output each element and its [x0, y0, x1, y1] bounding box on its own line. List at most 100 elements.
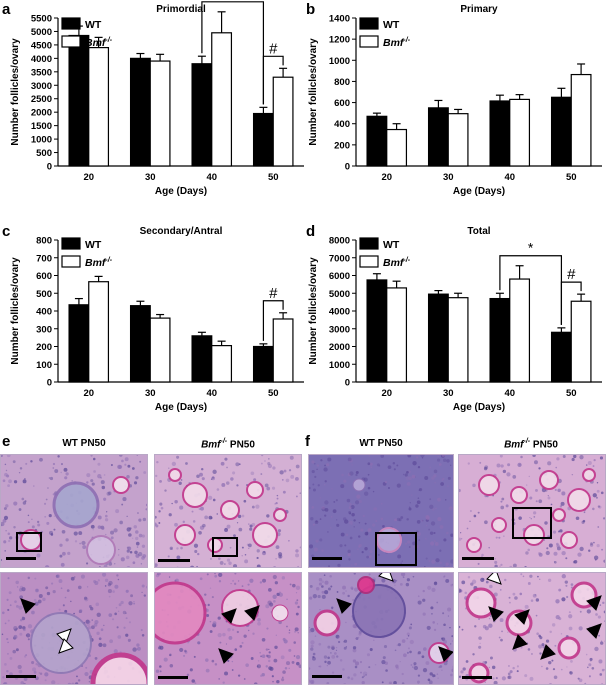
y-tick-label: 200: [36, 342, 52, 353]
panel-letter-c: c: [2, 223, 10, 240]
y-tick-label: 4500: [31, 40, 52, 51]
x-tick-label: 40: [206, 172, 217, 183]
legend-swatch: [359, 17, 379, 30]
x-tick-label: 50: [566, 388, 577, 399]
histo-title-e-wt: WT PN50: [62, 438, 106, 449]
bar: [211, 345, 233, 383]
y-tick-label: 600: [36, 271, 52, 282]
bar: [386, 287, 408, 383]
bar: [489, 100, 511, 167]
x-axis-label: Age (Days): [453, 186, 505, 197]
bar: [88, 46, 110, 167]
y-tick-label: 2500: [31, 94, 52, 105]
scalebar-e-wt-zoom: [6, 675, 36, 678]
histo-e-wt-overview: [0, 454, 148, 568]
legend-label: Bmf-/-: [383, 257, 411, 269]
y-tick-label: 5500: [31, 14, 52, 25]
y-axis-label: Number follicles/ovary: [308, 257, 319, 365]
histo-f-wt-overview-texture: [309, 455, 453, 567]
chart-title: Secondary/Antral: [140, 226, 223, 237]
histo-e-wt-zoom: [0, 572, 148, 685]
bar: [366, 279, 388, 383]
histo-e-wt-zoom-texture: [1, 573, 147, 684]
bar: [129, 57, 151, 167]
y-tick-label: 800: [334, 77, 350, 88]
scalebar-e-bmf: [158, 559, 190, 562]
x-tick-label: 50: [566, 172, 577, 183]
chart-title: Primary: [460, 4, 498, 15]
histo-f-bmf-zoom-texture: [459, 573, 605, 684]
bar: [129, 305, 151, 383]
y-tick-label: 8000: [329, 236, 350, 247]
panel-letter-d: d: [306, 223, 315, 240]
x-tick-label: 30: [145, 388, 156, 399]
bar: [252, 345, 274, 383]
legend-swatch: [61, 237, 81, 250]
histo-e-bmf-zoom: [154, 572, 302, 685]
zoom-box-f-wt: [375, 532, 417, 566]
chart-title: Total: [467, 226, 490, 237]
y-tick-label: 1500: [31, 121, 52, 132]
legend-swatch: [61, 17, 81, 30]
y-tick-label: 5000: [31, 27, 52, 38]
bar: [427, 293, 449, 383]
legend-swatch: [61, 255, 81, 268]
panel-letter-a: a: [2, 1, 11, 18]
histo-e-wt-overview-texture: [1, 455, 147, 567]
significance-bracket: [262, 300, 284, 341]
panel-letter-e: e: [2, 433, 11, 450]
y-tick-label: 500: [36, 148, 52, 159]
significance-mark: *: [528, 240, 534, 256]
y-axis-label: Number follicles/ovary: [10, 38, 21, 146]
y-tick-label: 0: [47, 162, 52, 173]
x-axis-label: Age (Days): [155, 402, 207, 413]
chart-b: b Primary 0 200 400 600 800 1000 1200 1400 Number …: [306, 1, 602, 197]
zoom-box-f-bmf: [512, 507, 552, 539]
legend-label: WT: [383, 239, 400, 251]
bar: [68, 304, 90, 383]
y-tick-label: 200: [334, 140, 350, 151]
x-tick-label: 20: [381, 388, 392, 399]
x-tick-label: 30: [443, 388, 454, 399]
significance-mark: #: [269, 40, 278, 57]
bar: [68, 34, 90, 167]
y-tick-label: 3000: [329, 324, 350, 335]
y-tick-label: 6000: [329, 271, 350, 282]
bar: [509, 98, 531, 167]
bar: [272, 76, 294, 167]
y-tick-label: 0: [345, 378, 350, 389]
y-tick-label: 2000: [31, 108, 52, 119]
histo-f-bmf-overview-texture: [459, 455, 605, 567]
y-tick-label: 100: [36, 360, 52, 371]
legend-label: WT: [383, 19, 400, 31]
scalebar-e-wt: [6, 557, 36, 560]
significance-bracket: [201, 1, 265, 105]
significance-mark: *: [230, 0, 236, 2]
bar: [191, 335, 213, 383]
y-tick-label: 1000: [329, 56, 350, 67]
chart-a: a Primordial 0 500 1000 1500 2000 2500 3000 3500 4…: [2, 0, 304, 197]
y-tick-label: 600: [334, 98, 350, 109]
histo-e-bmf-overview-texture: [155, 455, 301, 567]
legend-swatch: [359, 255, 379, 268]
histo-title-f-wt: WT PN50: [359, 438, 403, 449]
bar: [570, 73, 592, 167]
x-tick-label: 40: [504, 388, 515, 399]
histo-f-bmf-zoom: [458, 572, 606, 685]
bar: [386, 128, 408, 167]
scalebar-f-bmf: [462, 557, 494, 560]
scalebar-f-bmf-zoom: [462, 676, 492, 679]
x-tick-label: 20: [83, 388, 94, 399]
bar: [88, 281, 110, 383]
y-tick-label: 800: [36, 236, 52, 247]
legend-swatch: [359, 35, 379, 48]
y-tick-label: 700: [36, 253, 52, 264]
zoom-box-e-bmf: [212, 537, 238, 557]
y-tick-label: 400: [36, 307, 52, 318]
scalebar-e-bmf-zoom: [158, 676, 188, 679]
y-tick-label: 4000: [31, 54, 52, 65]
chart-c: c Secondary/Antral 0 100 200 300 400 500 600 700 8…: [2, 223, 304, 413]
bar: [447, 113, 469, 167]
histo-f-wt-overview: [308, 454, 454, 568]
bar: [550, 96, 572, 167]
